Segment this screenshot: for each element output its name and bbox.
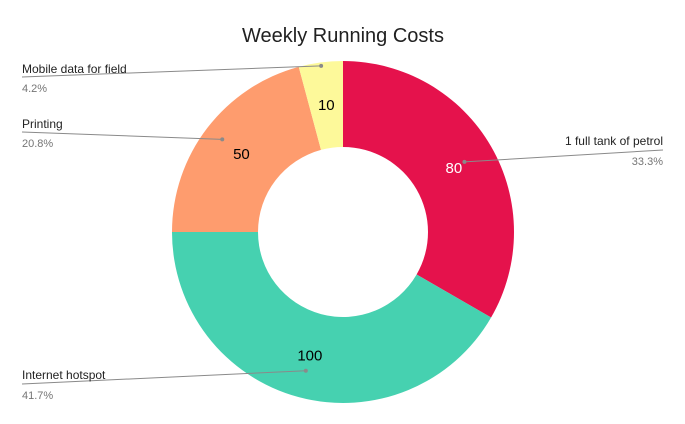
callout-percent-mobile-data-for-field: 4.2% <box>22 83 47 95</box>
callout-leader-line <box>21 65 322 78</box>
slices-group <box>172 61 514 403</box>
slice-printing <box>172 66 322 232</box>
slice-value-label: 100 <box>297 348 322 365</box>
slice-mobile-data-for-field <box>298 61 343 150</box>
slice-values-group: 80 100 50 10 <box>233 97 462 365</box>
slice-value-label: 80 <box>446 160 463 177</box>
slice-value-label: 50 <box>233 146 250 163</box>
slice-value-label: 10 <box>318 97 335 114</box>
slice-1-full-tank-of-petrol <box>343 61 514 318</box>
slice-internet-hotspot <box>172 232 492 403</box>
callout-percent-1-full-tank-of-petrol: 33.3% <box>632 156 663 168</box>
callout-leader-line <box>21 370 306 385</box>
callout-leader-line <box>464 149 664 163</box>
callout-leader-line <box>21 131 223 140</box>
callout-anchor-dot <box>220 137 225 142</box>
callout-label-printing: Printing <box>22 117 63 131</box>
callout-percent-internet-hotspot: 41.7% <box>22 390 53 402</box>
callouts-group: 1 full tank of petrol 33.3% Internet hotsp… <box>21 62 664 402</box>
callout-label-1-full-tank-of-petrol: 1 full tank of petrol <box>565 134 663 148</box>
chart-title: Weekly Running Costs <box>242 25 444 47</box>
callout-label-internet-hotspot: Internet hotspot <box>22 368 106 382</box>
callout-label-mobile-data-for-field: Mobile data for field <box>22 62 127 76</box>
callout-anchor-dot <box>303 368 308 373</box>
callout-anchor-dot <box>319 63 324 68</box>
callout-anchor-dot <box>462 159 467 164</box>
callout-percent-printing: 20.8% <box>22 138 53 150</box>
